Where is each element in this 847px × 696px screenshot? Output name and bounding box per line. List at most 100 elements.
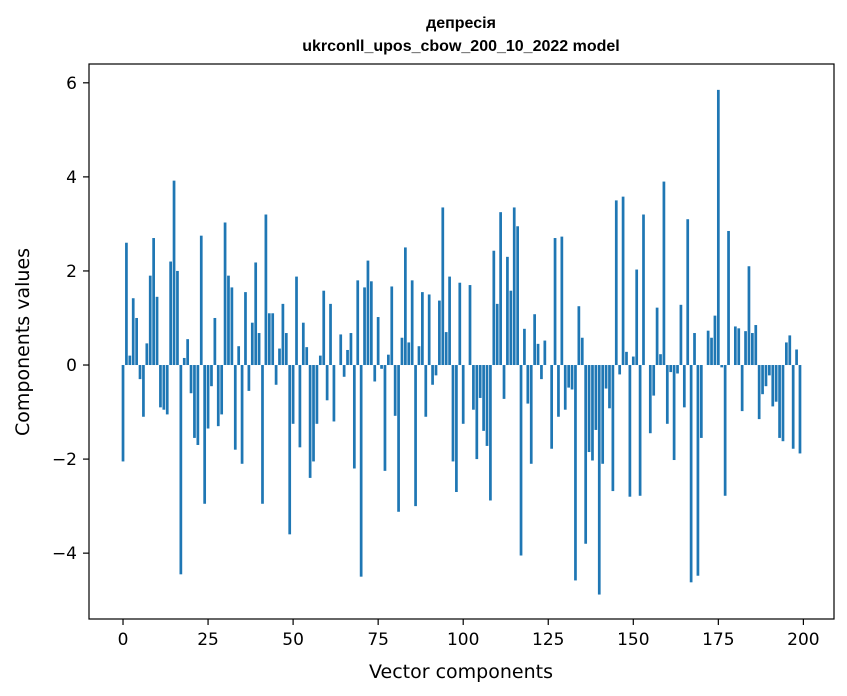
bar: [506, 256, 509, 366]
bar: [448, 276, 451, 366]
bar: [553, 238, 557, 366]
bar: [798, 365, 802, 454]
bar: [390, 286, 394, 366]
bar: [543, 340, 547, 366]
bar: [686, 219, 690, 366]
bar: [159, 365, 162, 408]
bar: [502, 365, 506, 399]
x-tick-label: 100: [447, 630, 479, 650]
bar: [254, 262, 258, 366]
x-tick-label: 150: [617, 630, 649, 650]
bar: [189, 365, 193, 394]
bar: [271, 313, 275, 366]
bar: [764, 365, 768, 387]
bar: [475, 365, 479, 460]
bar: [349, 333, 353, 366]
bar: [244, 292, 247, 366]
bar: [788, 335, 792, 366]
bar: [162, 365, 166, 410]
bar: [461, 365, 465, 424]
bar: [669, 365, 673, 373]
bar: [699, 365, 703, 438]
y-tick-label: 6: [66, 74, 77, 94]
bar: [563, 365, 567, 410]
bar: [414, 365, 417, 507]
bar: [642, 214, 645, 366]
bar: [587, 365, 591, 453]
bar: [295, 276, 298, 366]
bar: [751, 333, 754, 366]
bar: [478, 365, 482, 398]
bar: [356, 280, 360, 366]
bar: [791, 365, 795, 449]
bar: [199, 235, 203, 366]
bar: [363, 287, 366, 366]
bar: [682, 365, 686, 408]
bar: [628, 365, 632, 497]
bar: [550, 365, 554, 449]
bar: [373, 365, 377, 382]
bar: [138, 365, 142, 380]
bar: [560, 236, 564, 366]
bar: [540, 365, 543, 380]
y-tick-label: 4: [66, 168, 77, 188]
bar: [172, 180, 176, 366]
bar: [757, 365, 761, 420]
bar: [768, 365, 771, 376]
bar: [135, 317, 138, 366]
chart-title-line2: ukrconll_upos_cbow_200_10_2022 model: [302, 38, 619, 55]
bar: [655, 307, 659, 366]
y-tick-label: 0: [66, 356, 77, 376]
x-tick-label: 200: [787, 630, 819, 650]
bar: [247, 365, 251, 391]
bar: [771, 365, 775, 407]
bar: [203, 365, 207, 504]
bar: [227, 275, 230, 366]
bar: [315, 365, 319, 424]
bar: [233, 365, 237, 450]
bar: [604, 365, 608, 389]
bar: [774, 365, 778, 402]
bar: [614, 200, 618, 366]
bar: [220, 365, 224, 415]
x-tick-label: 125: [532, 630, 564, 650]
bar: [577, 306, 581, 366]
bar: [444, 332, 448, 366]
bar: [407, 342, 411, 366]
bar: [169, 261, 172, 366]
bar: [250, 322, 254, 366]
bar: [580, 337, 584, 366]
bar: [264, 214, 268, 366]
bar: [621, 196, 625, 366]
bar: [165, 365, 169, 415]
bar: [438, 300, 441, 366]
x-tick-label: 75: [367, 630, 389, 650]
bar: [672, 365, 676, 461]
bar: [594, 365, 598, 430]
bar: [740, 365, 744, 412]
bar: [737, 328, 741, 366]
bar: [383, 365, 387, 471]
bar: [125, 242, 128, 366]
bar: [676, 365, 679, 374]
bar: [710, 337, 713, 366]
bar: [441, 207, 445, 366]
bar: [611, 365, 615, 492]
bar: [417, 346, 421, 366]
bar: [662, 181, 666, 366]
bar: [489, 365, 492, 501]
bar: [322, 290, 326, 366]
bar: [298, 365, 302, 448]
bar: [499, 212, 502, 366]
bar: [332, 365, 336, 422]
bar: [288, 365, 292, 535]
bar: [182, 357, 186, 366]
bar: [557, 365, 560, 417]
bar: [369, 281, 373, 366]
bar: [206, 365, 210, 429]
bar: [261, 365, 264, 504]
bar: [591, 365, 594, 461]
bar: [427, 294, 431, 366]
bar: [121, 365, 125, 462]
bar: [727, 230, 730, 366]
